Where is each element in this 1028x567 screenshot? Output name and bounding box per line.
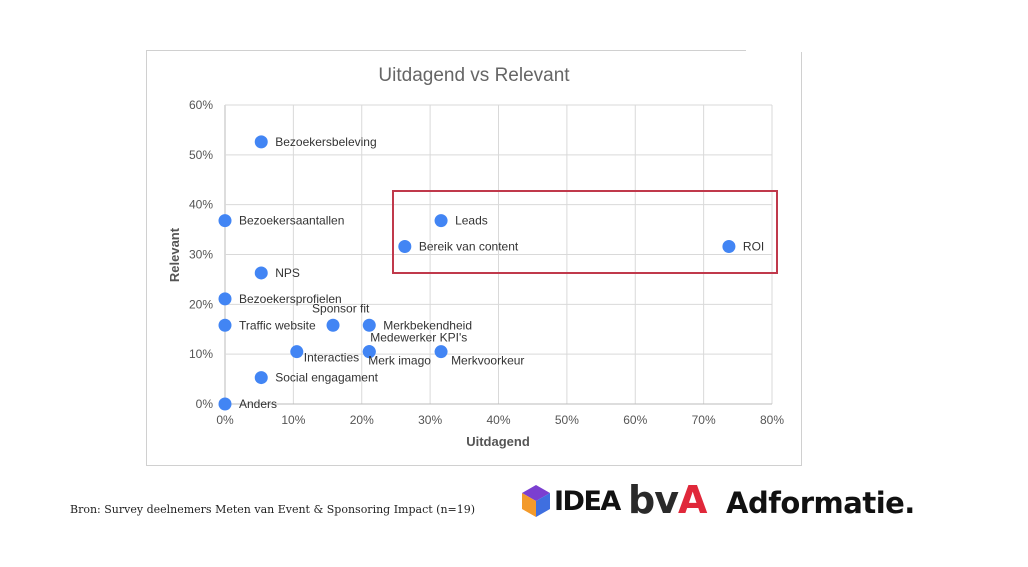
data-point <box>722 240 736 254</box>
x-tick-label: 80% <box>760 413 784 427</box>
y-tick-label: 20% <box>189 297 213 311</box>
bva-logo-a: A <box>677 478 707 522</box>
data-label: Bezoekersprofielen <box>239 292 342 306</box>
idea-cube-icon <box>522 485 550 517</box>
x-tick-label: 40% <box>486 413 510 427</box>
x-tick-label: 70% <box>692 413 716 427</box>
x-axis-label: Uitdagend <box>466 434 530 449</box>
data-label: Merkvoorkeur <box>451 354 524 368</box>
data-label: NPS <box>275 266 300 280</box>
data-point <box>434 345 448 359</box>
data-label: Medewerker KPI's <box>370 331 467 345</box>
data-label: ROI <box>743 240 764 254</box>
data-label: Bezoekersaantallen <box>239 214 344 228</box>
data-label: Sponsor fit <box>312 301 370 315</box>
highlight-box <box>392 190 778 274</box>
x-tick-label: 0% <box>216 413 234 427</box>
data-label: Interacties <box>304 351 359 365</box>
idea-logo: IDEA <box>520 484 621 523</box>
data-point <box>326 318 340 332</box>
data-label: Merk imago <box>368 354 431 368</box>
chart-title: Uitdagend vs Relevant <box>378 65 570 86</box>
data-point <box>218 397 232 411</box>
data-point <box>218 292 232 306</box>
data-label: Anders <box>239 397 277 411</box>
y-tick-label: 50% <box>189 148 213 162</box>
data-point <box>254 371 268 385</box>
idea-logo-text: IDEA <box>554 486 621 517</box>
bva-logo-text: bv <box>628 478 679 522</box>
x-tick-label: 50% <box>555 413 579 427</box>
y-tick-label: 40% <box>189 198 213 212</box>
data-point <box>254 266 268 280</box>
bva-logo: bvA <box>628 478 707 522</box>
data-point <box>434 214 448 228</box>
data-label: Leads <box>455 214 488 228</box>
y-tick-label: 10% <box>189 347 213 361</box>
adformatie-logo: Adformatie. <box>726 486 915 520</box>
data-label: Social engagament <box>275 371 378 385</box>
data-point <box>362 318 376 332</box>
y-tick-label: 30% <box>189 248 213 262</box>
data-point <box>398 240 412 254</box>
data-label: Bezoekersbeleving <box>275 135 376 149</box>
y-tick-label: 0% <box>196 397 214 411</box>
data-label: Merkbekendheid <box>383 318 472 332</box>
data-point <box>290 345 304 359</box>
y-axis-label: Relevant <box>167 227 182 282</box>
data-point <box>218 318 232 332</box>
data-point <box>218 214 232 228</box>
data-point <box>254 135 268 149</box>
chart-frame <box>146 50 802 466</box>
x-tick-label: 30% <box>418 413 442 427</box>
x-tick-label: 20% <box>350 413 374 427</box>
source-note: Bron: Survey deelnemers Meten van Event … <box>70 503 476 516</box>
x-tick-label: 60% <box>623 413 647 427</box>
data-label: Bereik van content <box>419 240 519 254</box>
data-label: Traffic website <box>239 318 316 332</box>
y-tick-label: 60% <box>189 98 213 112</box>
data-point <box>362 345 376 359</box>
x-tick-label: 10% <box>281 413 305 427</box>
